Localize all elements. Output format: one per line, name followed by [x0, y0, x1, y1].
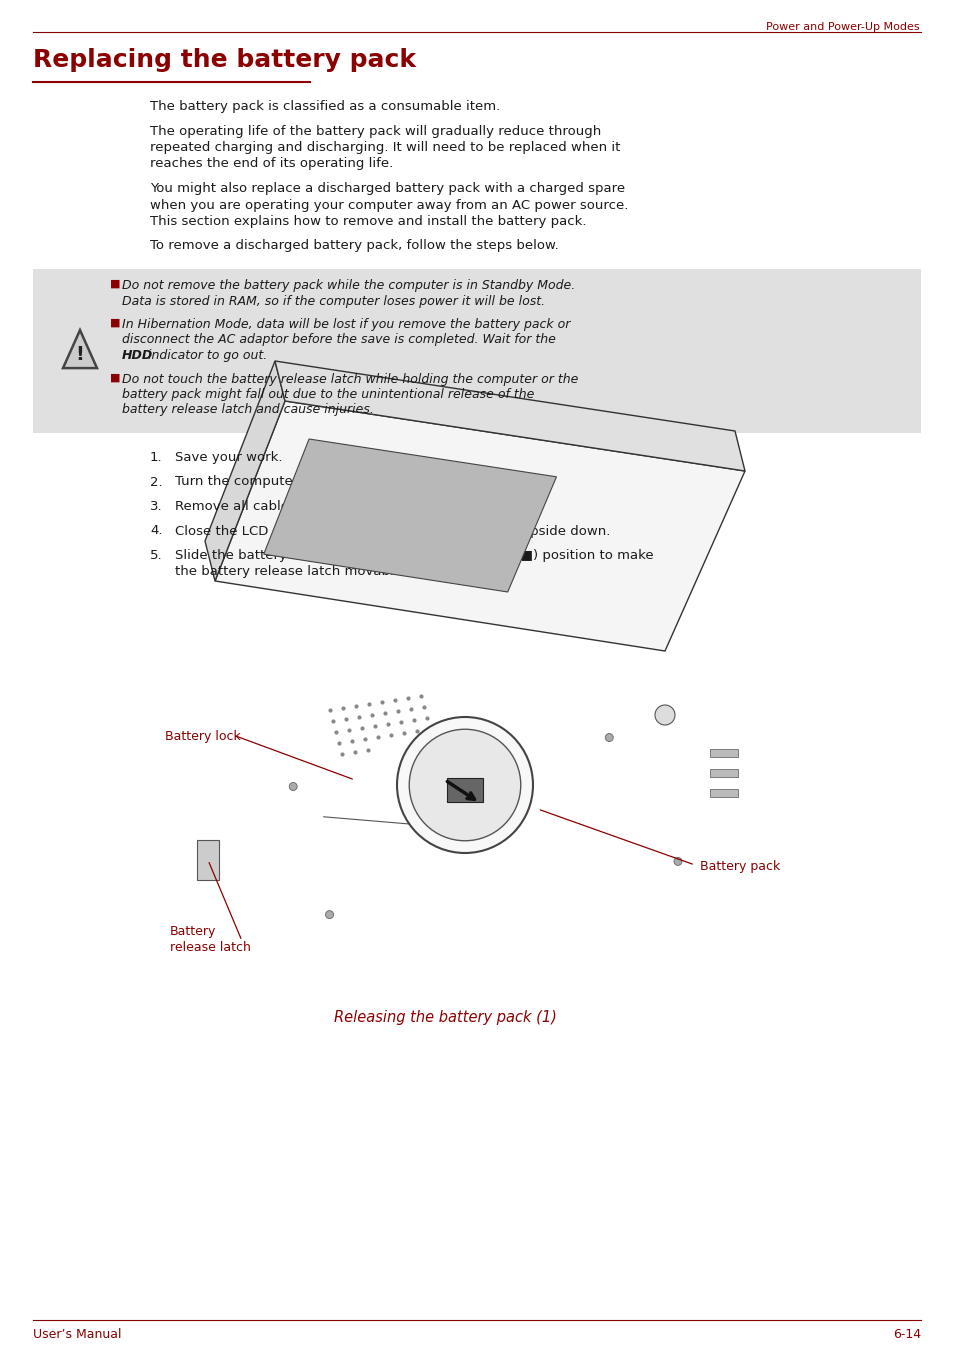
- Text: To remove a discharged battery pack, follow the steps below.: To remove a discharged battery pack, fol…: [150, 239, 558, 253]
- Circle shape: [655, 705, 675, 725]
- Text: battery pack might fall out due to the unintentional release of the: battery pack might fall out due to the u…: [122, 388, 534, 401]
- Text: Data is stored in RAM, so if the computer loses power it will be lost.: Data is stored in RAM, so if the compute…: [122, 295, 544, 308]
- Text: Battery: Battery: [170, 925, 216, 938]
- Text: Releasing the battery pack (1): Releasing the battery pack (1): [334, 1011, 556, 1025]
- Text: 2.: 2.: [150, 476, 162, 489]
- Text: The operating life of the battery pack will gradually reduce through: The operating life of the battery pack w…: [150, 124, 600, 138]
- Text: ■: ■: [110, 317, 120, 328]
- Text: Save your work.: Save your work.: [174, 451, 282, 463]
- Text: This section explains how to remove and install the battery pack.: This section explains how to remove and …: [150, 215, 586, 228]
- Circle shape: [604, 734, 613, 742]
- Text: ■: ■: [110, 280, 120, 289]
- FancyBboxPatch shape: [33, 269, 920, 434]
- Circle shape: [396, 717, 533, 852]
- Text: Battery pack: Battery pack: [700, 861, 780, 873]
- Text: battery release latch and cause injuries.: battery release latch and cause injuries…: [122, 404, 374, 416]
- Text: release latch: release latch: [170, 942, 251, 954]
- Text: indicator to go out.: indicator to go out.: [144, 349, 267, 362]
- Text: Power and Power-Up Modes: Power and Power-Up Modes: [765, 22, 919, 32]
- Text: Do not touch the battery release latch while holding the computer or the: Do not touch the battery release latch w…: [122, 373, 578, 385]
- Text: !: !: [75, 345, 85, 363]
- Text: 4.: 4.: [150, 524, 162, 538]
- Text: the battery release latch movable.: the battery release latch movable.: [174, 566, 406, 578]
- Circle shape: [325, 911, 334, 919]
- Circle shape: [289, 782, 297, 790]
- FancyBboxPatch shape: [196, 840, 219, 880]
- Text: disconnect the AC adaptor before the save is completed. Wait for the: disconnect the AC adaptor before the sav…: [122, 334, 556, 346]
- Polygon shape: [263, 439, 556, 592]
- Text: Power: Power: [420, 476, 467, 489]
- Text: Battery lock: Battery lock: [165, 730, 240, 743]
- Circle shape: [409, 730, 520, 840]
- Text: The battery pack is classified as a consumable item.: The battery pack is classified as a cons…: [150, 100, 499, 113]
- Text: In Hibernation Mode, data will be lost if you remove the battery pack or: In Hibernation Mode, data will be lost i…: [122, 317, 570, 331]
- Text: 3.: 3.: [150, 500, 162, 513]
- Text: indicator is off.: indicator is off.: [451, 476, 554, 489]
- Text: Replacing the battery pack: Replacing the battery pack: [33, 49, 416, 72]
- Text: You might also replace a discharged battery pack with a charged spare: You might also replace a discharged batt…: [150, 182, 624, 195]
- Text: User’s Manual: User’s Manual: [33, 1328, 121, 1342]
- FancyBboxPatch shape: [447, 778, 482, 802]
- Polygon shape: [205, 361, 285, 581]
- Polygon shape: [274, 361, 744, 471]
- Text: HDD: HDD: [122, 349, 153, 362]
- Text: reaches the end of its operating life.: reaches the end of its operating life.: [150, 158, 393, 170]
- Text: when you are operating your computer away from an AC power source.: when you are operating your computer awa…: [150, 199, 628, 212]
- Polygon shape: [63, 330, 97, 367]
- Text: ■: ■: [110, 373, 120, 382]
- Text: 6-14: 6-14: [892, 1328, 920, 1342]
- FancyBboxPatch shape: [709, 769, 738, 777]
- Text: 5.: 5.: [150, 549, 162, 562]
- Text: Slide the battery safety lock towards the release (↗■) position to make: Slide the battery safety lock towards th…: [174, 549, 653, 562]
- Text: Remove all cables connected to the computer.: Remove all cables connected to the compu…: [174, 500, 485, 513]
- FancyBboxPatch shape: [709, 789, 738, 797]
- Circle shape: [673, 858, 681, 866]
- Text: Close the LCD display panel and turn the computer upside down.: Close the LCD display panel and turn the…: [174, 524, 610, 538]
- Text: Turn the computer’s power off. Make sure the: Turn the computer’s power off. Make sure…: [174, 476, 482, 489]
- Text: repeated charging and discharging. It will need to be replaced when it: repeated charging and discharging. It wi…: [150, 141, 619, 154]
- Text: Do not remove the battery pack while the computer is in Standby Mode.: Do not remove the battery pack while the…: [122, 280, 575, 292]
- FancyBboxPatch shape: [709, 748, 738, 757]
- Polygon shape: [214, 401, 744, 651]
- Text: 1.: 1.: [150, 451, 162, 463]
